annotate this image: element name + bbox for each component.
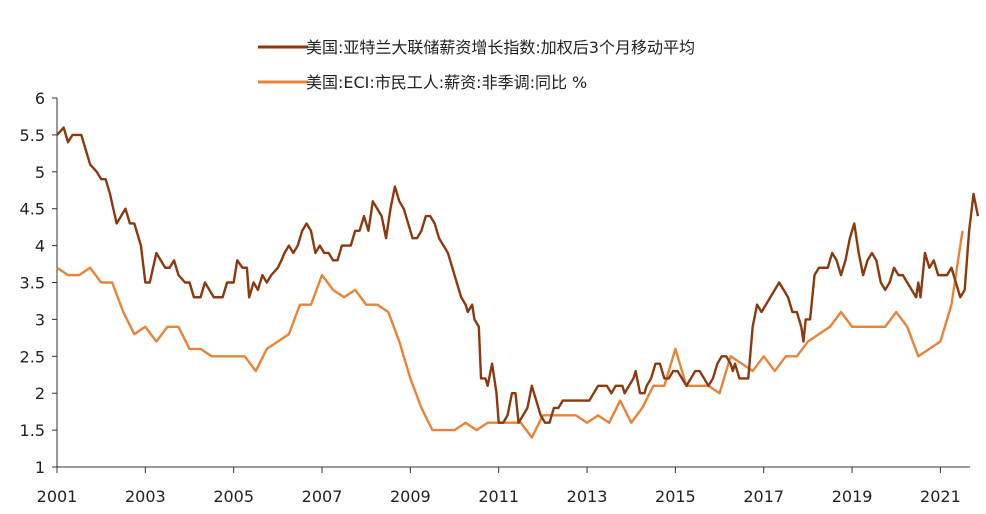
legend-label-atlanta-fed: 美国:亚特兰大联储薪资增长指数:加权后3个月移动平均 [306,38,695,57]
y-tick-label: 3 [35,310,45,329]
legend: 美国:亚特兰大联储薪资增长指数:加权后3个月移动平均 美国:ECI:市民工人:薪… [258,38,695,92]
y-tick-label: 5.5 [20,126,45,145]
series-line-eci-wages [56,230,964,439]
x-tick-label: 2021 [920,487,961,506]
y-tick-label: 4.5 [20,200,45,219]
axes [56,98,970,468]
x-tick-label: 2013 [567,487,608,506]
x-tick-label: 2007 [302,487,343,506]
series-layer [56,126,980,439]
x-tick-label: 2009 [390,487,431,506]
x-tick-label: 2019 [832,487,873,506]
x-tick-label: 2017 [743,487,784,506]
y-tick-label: 3.5 [20,274,45,293]
y-tick-label: 2.5 [20,347,45,366]
x-tick-label: 2003 [125,487,166,506]
legend-label-eci: 美国:ECI:市民工人:薪资:非季调:同比 % [306,73,587,92]
x-tick-label: 2015 [655,487,696,506]
x-tick-label: 2011 [478,487,519,506]
x-ticks: 2001 2003 2005 2007 2009 2011 2013 2015 2017 2019… [37,467,961,506]
y-tick-label: 1 [35,458,45,477]
y-tick-label: 5 [35,163,45,182]
y-tick-label: 6 [35,89,45,108]
series-line-atlanta-fed-wage-growth [56,126,980,424]
y-ticks: 1 1.5 2 2.5 3 3.5 4 4.5 5 5.5 6 [20,89,57,477]
y-tick-label: 4 [35,237,45,256]
x-tick-label: 2005 [213,487,254,506]
x-tick-label: 2001 [37,487,78,506]
y-tick-label: 2 [35,384,45,403]
y-tick-label: 1.5 [20,421,45,440]
